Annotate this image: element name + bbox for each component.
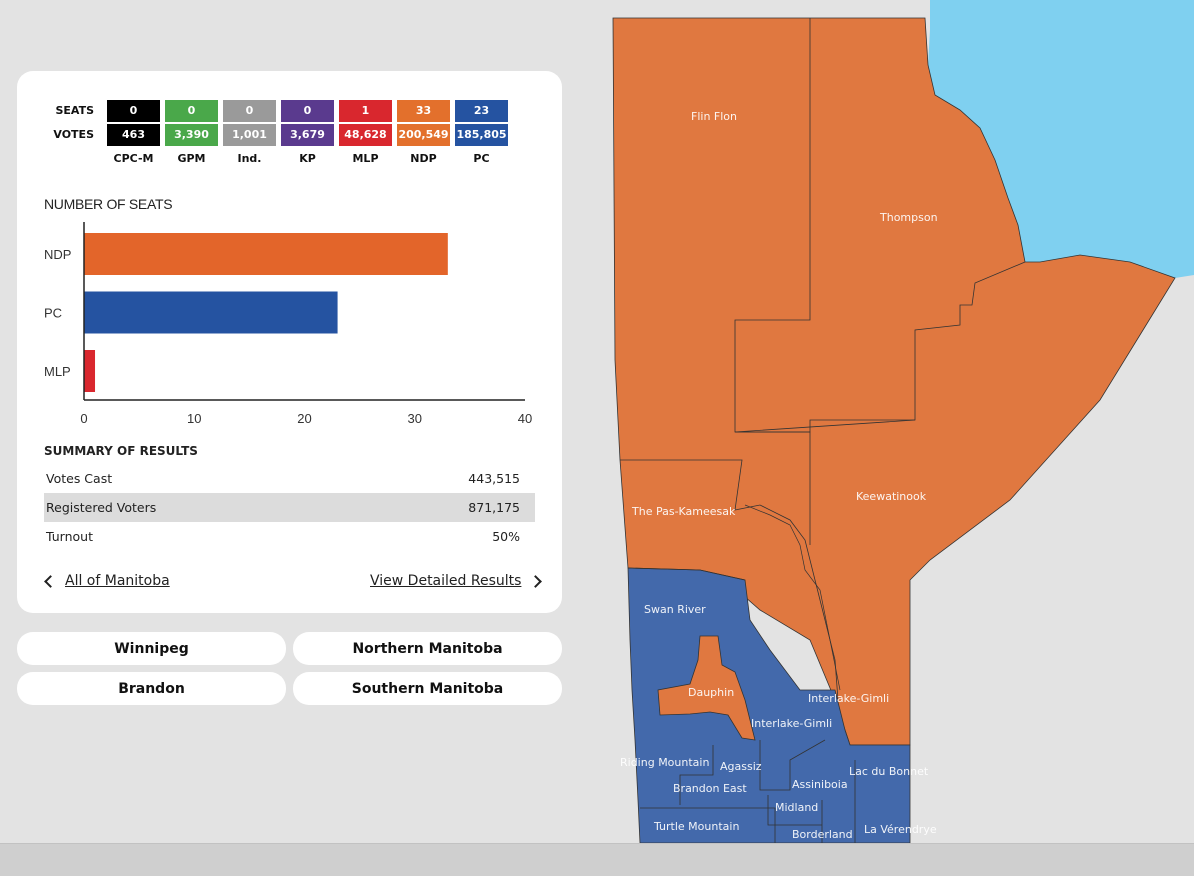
brandon-button[interactable]: Brandon bbox=[17, 672, 286, 705]
map-label: Keewatinook bbox=[856, 490, 927, 503]
summary-value: 443,515 bbox=[468, 471, 520, 486]
map-label: Thompson bbox=[880, 211, 938, 224]
party-abbr: CPC-M bbox=[113, 151, 154, 165]
bar-mlp bbox=[84, 350, 96, 392]
seat-count-cell: 0 bbox=[223, 99, 276, 122]
map-label: Interlake-Gimli bbox=[808, 692, 890, 705]
seats-row: SEATS 0 0 0 0 1 33 23 bbox=[44, 99, 513, 122]
map-label: Borderland bbox=[792, 828, 853, 841]
party-abbr: MLP bbox=[352, 151, 379, 165]
summary-title: SUMMARY OF RESULTS bbox=[44, 444, 198, 458]
x-tick-label: 40 bbox=[518, 411, 532, 426]
party-abbr: KP bbox=[299, 151, 316, 165]
map-label: Assiniboia bbox=[792, 778, 848, 791]
summary-row-votes-cast: Votes Cast 443,515 bbox=[44, 464, 535, 493]
map-label: Riding Mountain bbox=[620, 756, 710, 769]
summary-label: Turnout bbox=[46, 529, 93, 544]
party-abbr: GPM bbox=[177, 151, 206, 165]
x-tick-label: 30 bbox=[408, 411, 422, 426]
party-abbr: NDP bbox=[410, 151, 437, 165]
chart-title: NUMBER OF SEATS bbox=[44, 196, 173, 212]
party-abbr: Ind. bbox=[237, 151, 262, 165]
seat-count-cell: 1 bbox=[339, 99, 392, 122]
category-label: PC bbox=[44, 306, 62, 321]
chevron-left-icon bbox=[44, 574, 57, 588]
vote-count-cell: 48,628 bbox=[339, 123, 392, 146]
view-detailed-results-link[interactable]: View Detailed Results bbox=[370, 573, 543, 589]
summary-of-results: SUMMARY OF RESULTS Votes Cast 443,515 Re… bbox=[44, 444, 535, 551]
all-of-manitoba-label: All of Manitoba bbox=[65, 573, 170, 589]
seat-bar-chart: NDP PC MLP 0 10 20 30 40 bbox=[44, 222, 532, 426]
map-label: Lac du Bonnet bbox=[849, 765, 929, 778]
southern-manitoba-button[interactable]: Southern Manitoba bbox=[293, 672, 562, 705]
pc-south-region[interactable] bbox=[627, 567, 911, 844]
summary-label: Votes Cast bbox=[46, 471, 113, 486]
map-label: Turtle Mountain bbox=[654, 820, 740, 833]
lake-winnipeg-outline bbox=[744, 504, 841, 691]
map-label: Swan River bbox=[644, 603, 706, 616]
bar-pc bbox=[84, 291, 338, 334]
winnipeg-button[interactable]: Winnipeg bbox=[17, 632, 286, 665]
vote-count-cell: 185,805 bbox=[455, 123, 508, 146]
summary-value: 871,175 bbox=[468, 500, 520, 515]
northern-manitoba-button[interactable]: Northern Manitoba bbox=[293, 632, 562, 665]
votes-row: VOTES 463 3,390 1,001 3,679 48,628 200,5… bbox=[44, 123, 513, 146]
map-label: The Pas-Kameesak bbox=[632, 505, 736, 518]
summary-label: Registered Voters bbox=[46, 500, 157, 515]
map-label: Midland bbox=[775, 801, 819, 814]
seat-count-cell: 33 bbox=[397, 99, 450, 122]
party-results-grid: SEATS 0 0 0 0 1 33 23 VOTES 463 3,390 1,… bbox=[44, 99, 513, 168]
seat-count-cell: 0 bbox=[281, 99, 334, 122]
summary-row-turnout: Turnout 50% bbox=[44, 522, 535, 551]
hudson-bay-water bbox=[928, 0, 1194, 278]
vote-count-cell: 1,001 bbox=[223, 123, 276, 146]
seat-count-cell: 0 bbox=[107, 99, 160, 122]
map-label: Dauphin bbox=[688, 686, 735, 699]
map-label: Flin Flon bbox=[691, 110, 737, 123]
seat-count-cell: 0 bbox=[165, 99, 218, 122]
vote-count-cell: 200,549 bbox=[397, 123, 450, 146]
map-label: Brandon East bbox=[673, 782, 747, 795]
vote-count-cell: 3,390 bbox=[165, 123, 218, 146]
party-abbr: PC bbox=[473, 151, 490, 165]
map-label: Interlake-Gimli bbox=[751, 717, 833, 730]
x-tick-label: 10 bbox=[187, 411, 201, 426]
votes-row-label: VOTES bbox=[53, 128, 94, 141]
vote-count-cell: 3,679 bbox=[281, 123, 334, 146]
vote-count-cell: 463 bbox=[107, 123, 160, 146]
category-label: MLP bbox=[44, 364, 71, 379]
x-tick-label: 20 bbox=[297, 411, 311, 426]
category-label: NDP bbox=[44, 247, 71, 262]
ndp-dauphin-district[interactable] bbox=[657, 635, 756, 741]
district-borders bbox=[620, 18, 1026, 843]
view-detailed-results-label: View Detailed Results bbox=[370, 573, 522, 589]
summary-value: 50% bbox=[492, 529, 520, 544]
seat-count-cell: 23 bbox=[455, 99, 508, 122]
map-label: Agassiz bbox=[720, 760, 762, 773]
summary-row-registered-voters: Registered Voters 871,175 bbox=[44, 493, 535, 522]
results-panel bbox=[17, 71, 562, 613]
seats-row-label: SEATS bbox=[55, 104, 94, 117]
all-of-manitoba-link[interactable]: All of Manitoba bbox=[44, 573, 170, 589]
party-names-row: CPC-M GPM Ind. KP MLP NDP PC bbox=[44, 149, 513, 167]
x-tick-label: 0 bbox=[80, 411, 87, 426]
bottom-strip bbox=[0, 843, 1194, 876]
bar-ndp bbox=[84, 233, 448, 275]
map-label: La Vérendrye bbox=[864, 823, 937, 836]
chevron-right-icon bbox=[529, 574, 543, 588]
